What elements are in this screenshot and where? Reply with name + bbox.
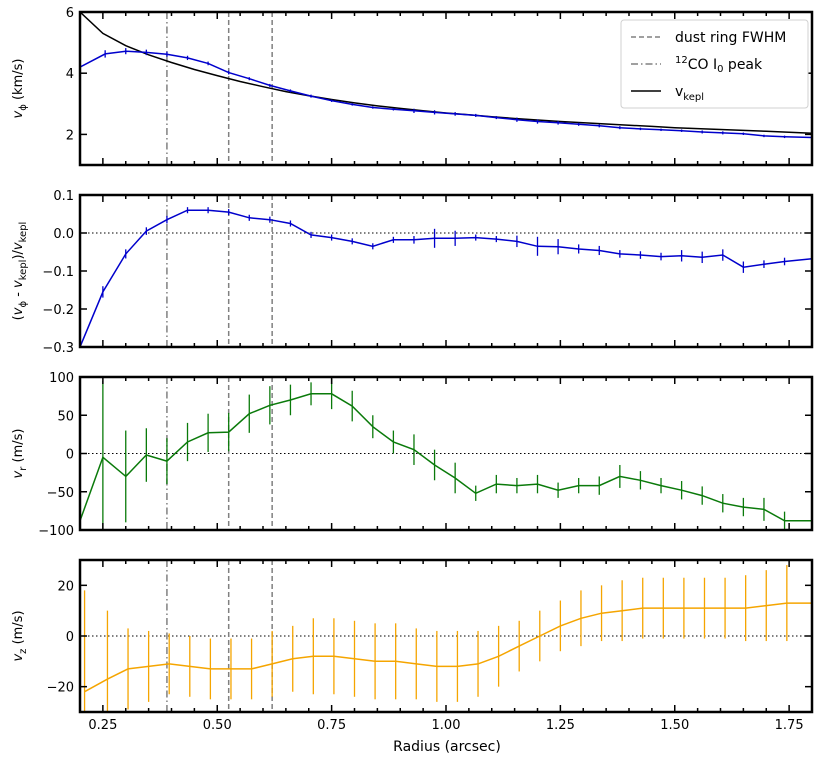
y-tick-label: 6 — [66, 6, 74, 21]
axes-frame — [78, 193, 814, 349]
legend-label: dust ring FWHM — [675, 30, 786, 46]
x-tick-label: 0.75 — [317, 718, 346, 733]
x-tick-label: 0.50 — [203, 718, 232, 733]
y-tick-label: 100 — [49, 371, 74, 386]
y-tick-label: −0.2 — [42, 303, 74, 318]
legend-label: vkepl — [675, 84, 704, 103]
y-tick-label: −50 — [47, 486, 74, 501]
y-tick-label: −20 — [47, 681, 74, 696]
y-tick-label: −100 — [38, 524, 74, 539]
series-group — [80, 378, 812, 530]
y-axis-label: vz (m/s) — [11, 610, 29, 661]
x-tick-label: 1.00 — [432, 718, 461, 733]
y-tick-label: 0.1 — [53, 189, 74, 204]
x-tick-label: 1.75 — [775, 718, 804, 733]
y-tick-label: 20 — [57, 579, 74, 594]
y-tick-label: 0.0 — [53, 227, 74, 242]
series-line — [80, 209, 812, 347]
y-tick-label: −0.3 — [42, 341, 74, 356]
axes-frame — [78, 375, 814, 532]
y-axis-label: vϕ (km/s) — [11, 59, 29, 119]
y-tick-label: 0 — [66, 630, 74, 645]
series-group — [80, 207, 812, 347]
y-tick-label: −0.1 — [42, 265, 74, 280]
panel-vphi: 2 4 6 vϕ (km/s) dust ring FWHM 12CO I0 peak vk… — [11, 6, 814, 167]
panel-vphi-residual: −0.3 −0.2 −0.1 0.0 0.1 (vϕ - vkepl)/vkepl — [11, 189, 814, 356]
y-axis-label: vr (m/s) — [11, 429, 29, 479]
series-group — [80, 12, 812, 139]
x-tick-label: 1.50 — [660, 718, 689, 733]
series-line — [84, 602, 812, 693]
series-line — [80, 393, 812, 522]
legend-label: 12CO I0 peak — [675, 55, 763, 75]
panel-vr: −100 −50 0 50 100 vr (m/s) — [11, 371, 814, 539]
x-tick-label: 0.25 — [88, 718, 117, 733]
x-axis-label: Radius (arcsec) — [393, 739, 501, 755]
y-tick-label: 50 — [57, 409, 74, 424]
panel-vz: 0.25 0.50 0.75 1.00 1.25 1.50 1.75 −20 0 20 vz (m/… — [11, 558, 814, 733]
series-line — [80, 50, 812, 139]
y-tick-label: 0 — [66, 448, 74, 463]
y-axis-label: (vϕ - vkepl)/vkepl — [11, 222, 29, 321]
y-tick-label: 4 — [66, 67, 74, 82]
legend-box — [620, 19, 809, 109]
x-tick-label: 1.25 — [546, 718, 575, 733]
y-tick-label: 2 — [66, 128, 74, 143]
series-group — [83, 560, 812, 712]
